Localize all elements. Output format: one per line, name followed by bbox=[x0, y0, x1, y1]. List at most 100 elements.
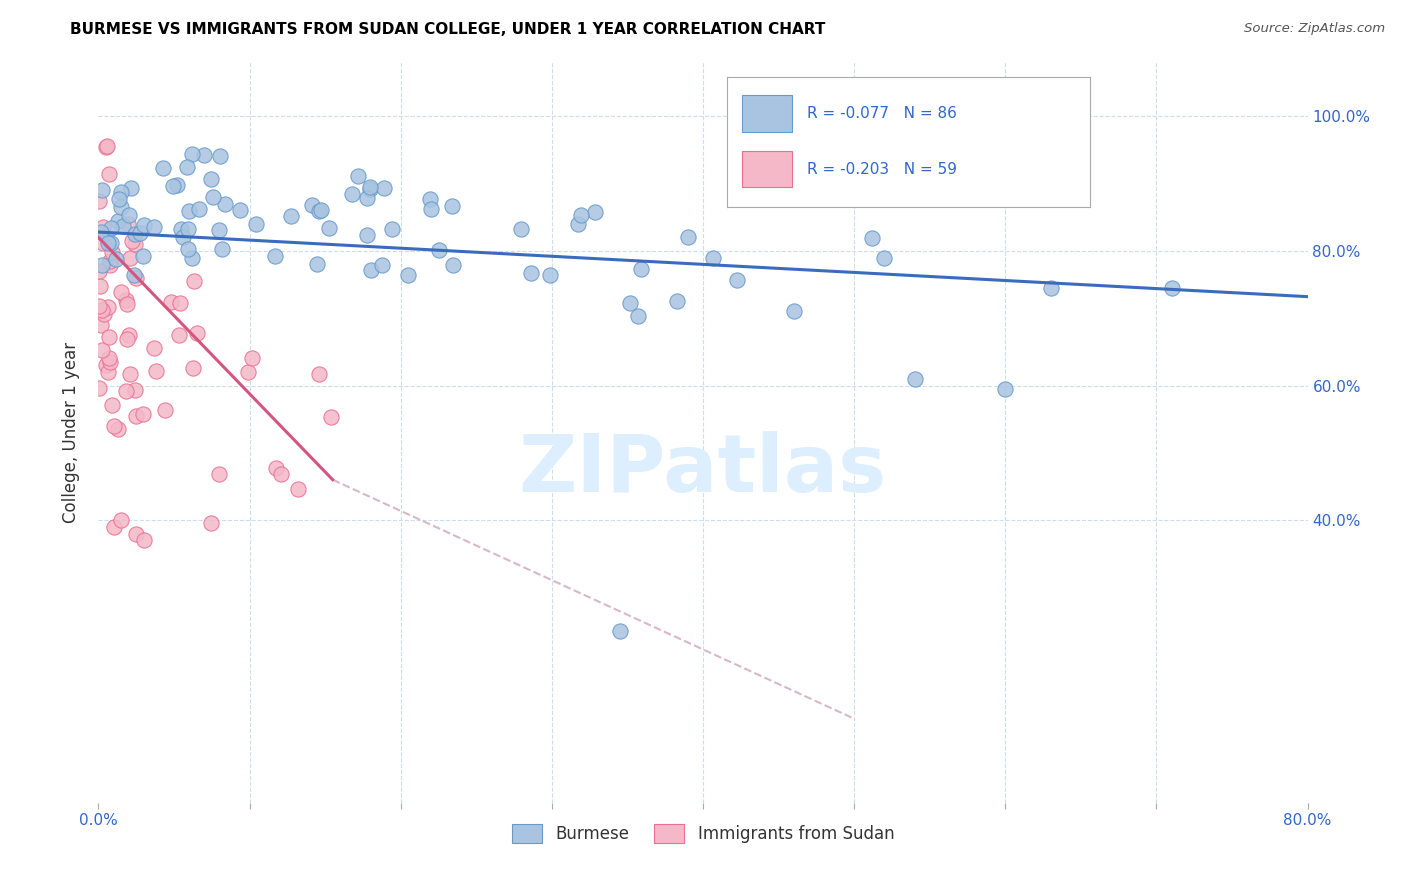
Point bbox=[228, 203, 250, 218]
Point bbox=[441, 259, 464, 273]
Point bbox=[180, 252, 202, 266]
Point bbox=[169, 295, 191, 310]
Point bbox=[90, 318, 112, 333]
Point bbox=[567, 217, 589, 231]
Point bbox=[142, 341, 165, 355]
Point bbox=[98, 258, 121, 272]
Point bbox=[176, 161, 198, 175]
Point bbox=[120, 181, 142, 195]
Point bbox=[87, 380, 110, 394]
Point bbox=[125, 526, 148, 541]
Point bbox=[110, 200, 132, 214]
Point bbox=[94, 140, 117, 154]
Point bbox=[153, 403, 176, 417]
Point bbox=[319, 409, 342, 424]
Point bbox=[782, 304, 804, 318]
Point bbox=[245, 217, 267, 231]
Point bbox=[359, 180, 381, 194]
Point bbox=[200, 516, 222, 530]
Point bbox=[627, 309, 650, 323]
Y-axis label: College, Under 1 year: College, Under 1 year bbox=[62, 342, 80, 524]
Point bbox=[440, 199, 463, 213]
Point bbox=[318, 221, 340, 235]
Point bbox=[287, 482, 309, 496]
Point bbox=[186, 326, 208, 340]
Point bbox=[904, 372, 927, 386]
Point bbox=[193, 148, 215, 162]
Point bbox=[347, 169, 370, 183]
Point bbox=[356, 227, 378, 242]
Point bbox=[117, 332, 139, 346]
Point bbox=[115, 297, 138, 311]
Point bbox=[183, 274, 205, 288]
Point bbox=[124, 383, 146, 397]
Point bbox=[98, 355, 121, 369]
Point bbox=[176, 242, 198, 256]
Point bbox=[188, 202, 211, 216]
Point bbox=[121, 234, 143, 248]
Point bbox=[118, 327, 141, 342]
Point bbox=[110, 513, 132, 527]
Point bbox=[122, 268, 145, 283]
Point bbox=[676, 230, 699, 244]
Point bbox=[142, 220, 165, 235]
Point bbox=[702, 251, 724, 265]
Point bbox=[125, 409, 148, 423]
Point bbox=[114, 384, 136, 398]
Point bbox=[860, 231, 883, 245]
Point bbox=[94, 359, 117, 373]
Point bbox=[208, 223, 231, 237]
Point bbox=[107, 214, 129, 228]
Point bbox=[93, 235, 115, 250]
Point bbox=[360, 263, 382, 277]
Point bbox=[108, 192, 131, 206]
Point bbox=[725, 273, 748, 287]
Point bbox=[115, 293, 138, 308]
Point bbox=[200, 172, 222, 186]
Point bbox=[107, 422, 129, 436]
Point bbox=[97, 365, 120, 379]
Point bbox=[132, 218, 155, 232]
Point bbox=[396, 268, 419, 283]
Point bbox=[520, 266, 543, 280]
Point bbox=[359, 182, 381, 196]
Point bbox=[1039, 281, 1062, 295]
Point bbox=[101, 398, 124, 412]
Point bbox=[181, 361, 204, 376]
Point bbox=[619, 295, 641, 310]
Point bbox=[90, 343, 112, 358]
Point bbox=[145, 364, 167, 378]
Point bbox=[427, 243, 450, 257]
Point bbox=[373, 181, 395, 195]
Point bbox=[419, 202, 441, 216]
Point bbox=[208, 149, 231, 163]
Text: BURMESE VS IMMIGRANTS FROM SUDAN COLLEGE, UNDER 1 YEAR CORRELATION CHART: BURMESE VS IMMIGRANTS FROM SUDAN COLLEGE… bbox=[70, 22, 825, 37]
Point bbox=[181, 147, 204, 161]
Point bbox=[538, 268, 561, 283]
Legend: Burmese, Immigrants from Sudan: Burmese, Immigrants from Sudan bbox=[505, 817, 901, 850]
Point bbox=[124, 236, 146, 251]
Point bbox=[118, 367, 141, 381]
Point bbox=[214, 197, 236, 211]
Point bbox=[280, 210, 302, 224]
Point bbox=[98, 167, 121, 181]
Point bbox=[630, 262, 652, 277]
Text: Source: ZipAtlas.com: Source: ZipAtlas.com bbox=[1244, 22, 1385, 36]
Point bbox=[609, 624, 631, 639]
Point bbox=[208, 467, 231, 481]
Point bbox=[110, 285, 132, 299]
Point bbox=[371, 259, 394, 273]
Point bbox=[308, 368, 330, 382]
Point bbox=[270, 467, 292, 482]
Point bbox=[266, 461, 288, 475]
Point bbox=[301, 197, 323, 211]
Point bbox=[311, 202, 333, 217]
Point bbox=[89, 299, 111, 313]
Point bbox=[103, 520, 125, 534]
Point bbox=[100, 235, 122, 250]
Point bbox=[1160, 281, 1182, 295]
Point bbox=[104, 252, 127, 266]
Point bbox=[132, 533, 155, 548]
Point bbox=[152, 161, 174, 175]
Point bbox=[111, 219, 134, 234]
